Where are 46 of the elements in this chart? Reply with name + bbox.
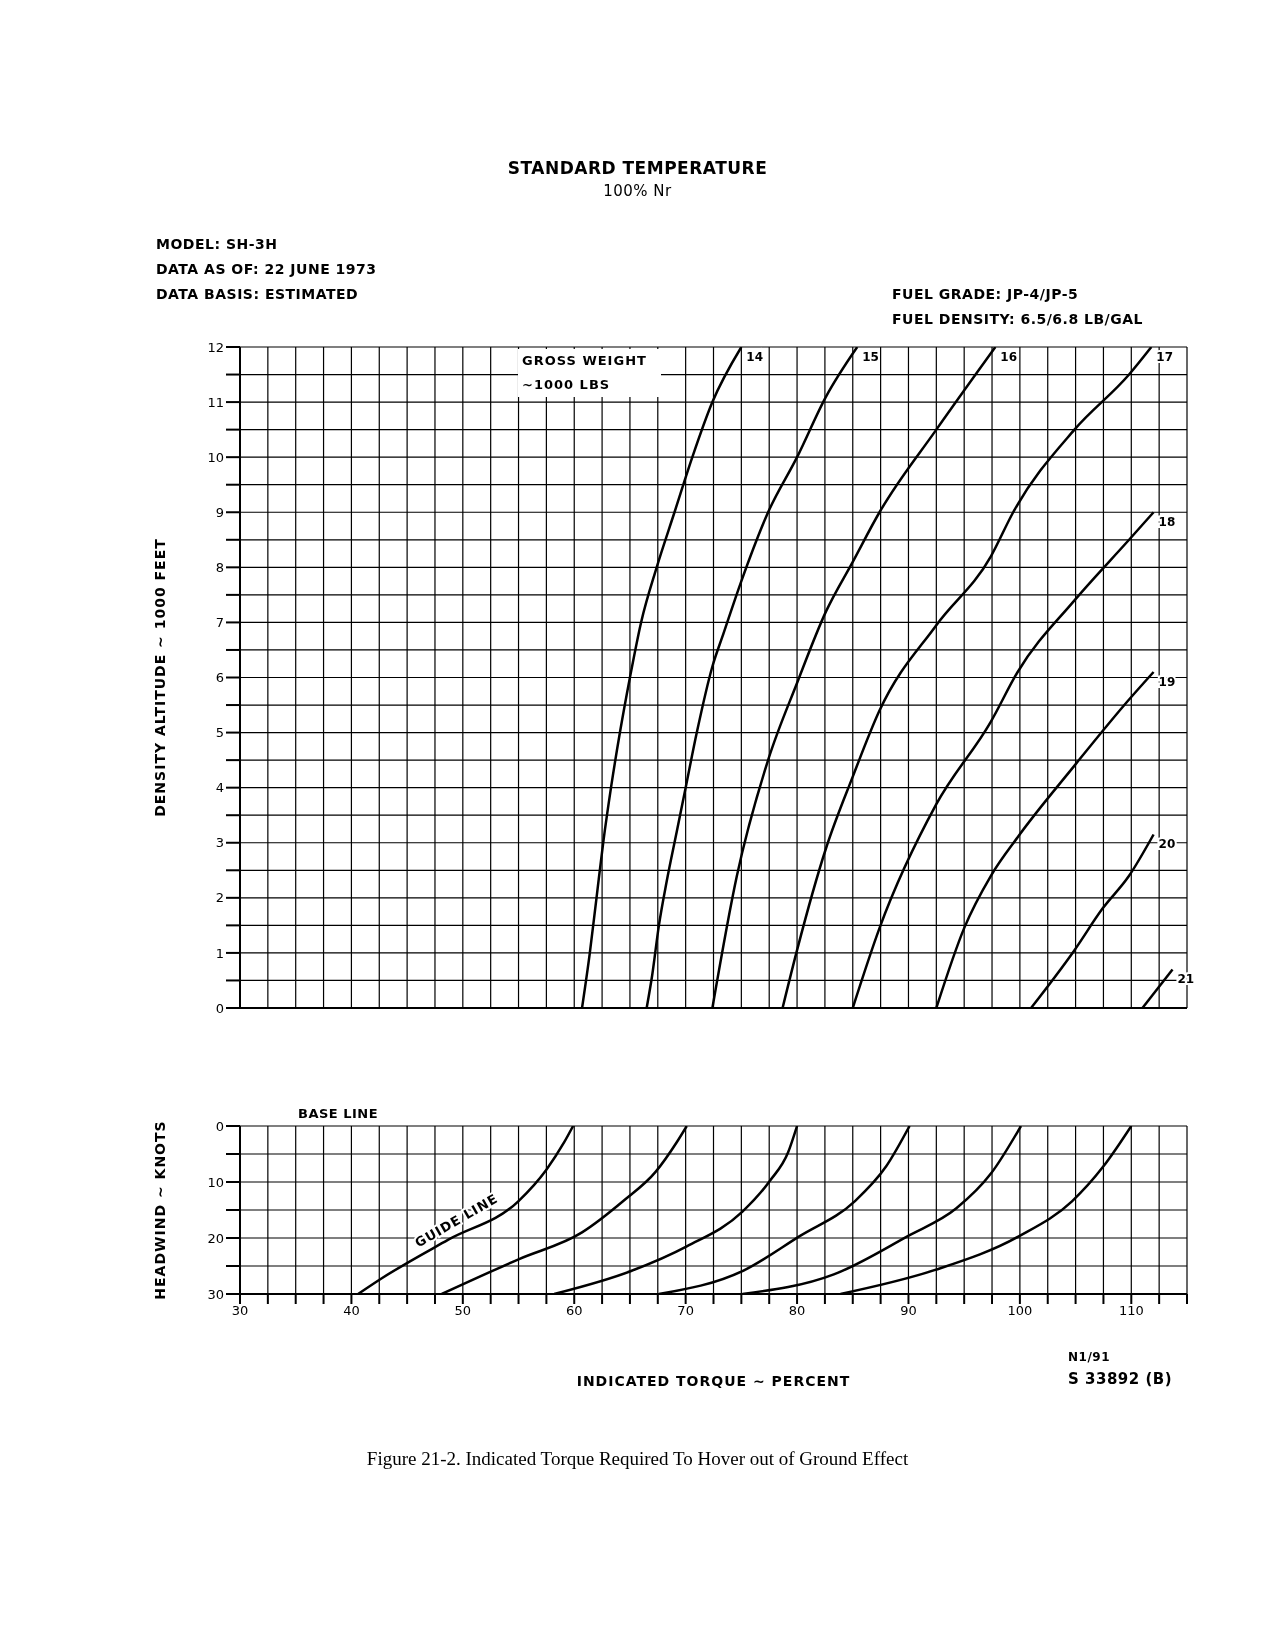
text: FUEL GRADE: JP-4/JP-5: [892, 286, 1079, 302]
x-tick-label: 70: [677, 1303, 694, 1319]
y-tick-label: 7: [215, 615, 224, 631]
series-label: 16: [1000, 350, 1018, 364]
text: N1/91: [1068, 1350, 1110, 1364]
x-axis-title: INDICATED TORQUE ~ PERCENT: [576, 1373, 851, 1389]
text: DATA BASIS: ESTIMATED: [156, 286, 359, 302]
text: FUEL DENSITY: 6.5/6.8 LB/GAL: [892, 311, 1143, 327]
y-axis-title: DENSITY ALTITUDE ~ 1000 FEET: [151, 538, 168, 817]
caption: Figure 21-2. Indicated Torque Required To Hover out of Ground Effect: [365, 1448, 910, 1470]
y-tick-label: 2: [215, 890, 224, 906]
y-tick-label: 5: [215, 725, 224, 741]
y-tick-label: 4: [215, 780, 224, 796]
y-tick-label: 20: [207, 1230, 224, 1246]
series-label: 19: [1158, 674, 1176, 689]
x-tick-label: 80: [788, 1303, 806, 1319]
x-tick-label: 60: [565, 1303, 583, 1319]
y-tick-label: 3: [215, 835, 224, 851]
text: S 33892 (B): [1068, 1370, 1173, 1388]
x-tick-label: 50: [454, 1303, 472, 1319]
text: DATA AS OF: 22 JUNE 1973: [156, 261, 377, 277]
x-tick-label: 30: [231, 1303, 249, 1319]
y-tick-label: 11: [207, 394, 224, 410]
y-tick-label: 1: [215, 945, 224, 961]
legend-title: GROSS WEIGHT ~1000 LBS: [518, 349, 661, 397]
text: MODEL: SH-3H: [156, 236, 278, 252]
y-axis-title: HEADWIND ~ KNOTS: [151, 1120, 168, 1300]
y-tick-label: 10: [207, 1174, 224, 1190]
x-tick-label: 90: [900, 1303, 917, 1319]
y-tick-label: 0: [215, 1000, 224, 1016]
x-tick-label: 100: [1007, 1303, 1033, 1319]
y-tick-label: 8: [215, 559, 224, 575]
y-tick-label: 30: [207, 1286, 224, 1302]
text: BASE LINE: [298, 1106, 379, 1121]
y-tick-label: 12: [207, 339, 224, 355]
series-label: 14: [746, 350, 764, 364]
x-tick-label: 110: [1118, 1303, 1144, 1319]
x-tick-label: 40: [343, 1303, 360, 1319]
y-tick-label: 6: [215, 670, 224, 686]
y-tick-label: 10: [207, 449, 224, 465]
chart-subtitle: 100% Nr: [602, 182, 673, 200]
series-label: 18: [1158, 515, 1176, 530]
series-label: 15: [862, 350, 879, 364]
y-tick-label: 0: [215, 1118, 224, 1134]
y-tick-label: 9: [215, 504, 224, 520]
chart-title: STANDARD TEMPERATURE: [506, 158, 769, 178]
